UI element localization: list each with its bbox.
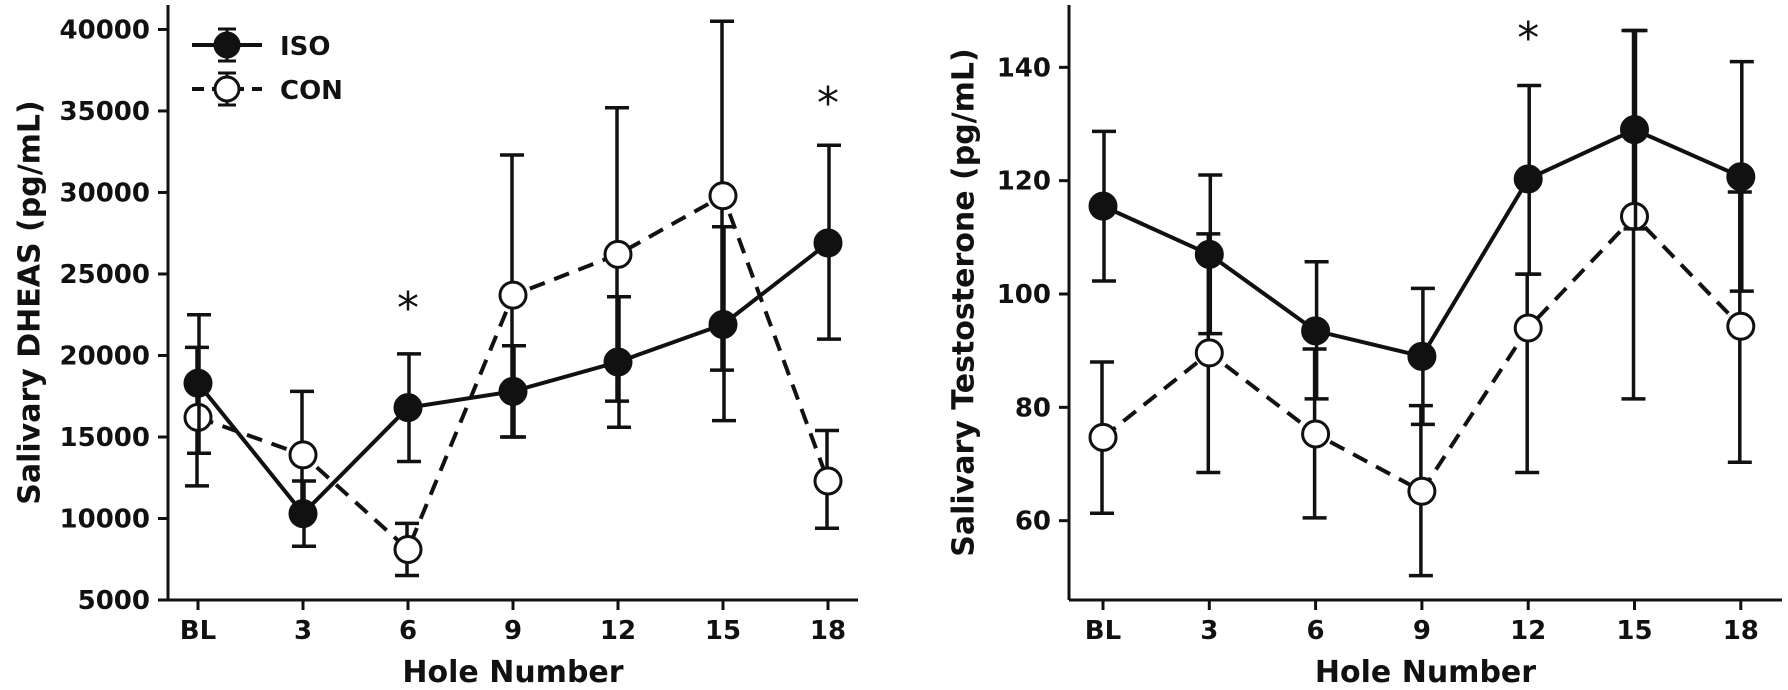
data-point (1726, 162, 1756, 192)
x-tick-label: 18 (1723, 616, 1759, 646)
data-point (708, 181, 738, 211)
y-tick-label: 10000 (60, 504, 150, 534)
x-tick-label: 15 (705, 616, 741, 646)
x-tick-label: 9 (1413, 616, 1431, 646)
data-point (708, 310, 738, 340)
data-point (1513, 313, 1543, 343)
x-tick-label: 18 (810, 616, 846, 646)
y-axis-title: Salivary DHEAS (pg/mL) (13, 100, 48, 505)
x-tick-label: 3 (1200, 616, 1218, 646)
x-tick-label: BL (1085, 616, 1121, 646)
x-axis-title: Hole Number (1315, 655, 1536, 690)
significance-marker: * (817, 78, 839, 129)
significance-marker: * (397, 283, 419, 334)
legend-marker (213, 75, 241, 103)
data-point (1620, 115, 1649, 145)
y-tick-label: 25000 (60, 260, 150, 290)
legend-entry-con: CON (192, 71, 343, 107)
data-point (813, 466, 843, 496)
data-point (1194, 338, 1224, 368)
chart-panel-2: 60 80 100 120 140 BL 3 6 9 12 15 18 Hole Number Saliv… (947, 5, 1782, 690)
legend-entry-iso: ISO (192, 27, 331, 63)
data-point (183, 368, 213, 398)
x-tick-label: 15 (1616, 616, 1652, 646)
data-point (1407, 341, 1437, 371)
series-iso (1088, 28, 1756, 427)
data-point (603, 239, 633, 269)
data-point (813, 228, 843, 258)
y-tick-label: 35000 (60, 97, 150, 127)
data-point (498, 376, 528, 406)
data-point (498, 280, 528, 310)
x-tick-label: 12 (1510, 616, 1546, 646)
y-axis-title: Salivary Testosterone (pg/mL) (947, 48, 982, 556)
x-tick-label: BL (180, 616, 216, 646)
y-tick-label: 30000 (60, 178, 150, 208)
y-tick-label: 20000 (60, 341, 150, 371)
y-tick-label: 120 (997, 167, 1051, 197)
legend-label: ISO (280, 32, 331, 62)
legend-marker (213, 31, 241, 59)
data-point (1726, 311, 1756, 341)
data-point (1301, 316, 1331, 346)
legend-label: CON (280, 76, 343, 106)
series-iso (183, 143, 843, 548)
x-tick-label: 6 (399, 616, 417, 646)
data-point (1407, 476, 1437, 506)
y-tick-label: 5000 (78, 586, 150, 616)
x-tick-label: 12 (600, 616, 636, 646)
data-point (393, 534, 423, 564)
y-tick-label: 40000 (60, 15, 150, 45)
data-point (1301, 419, 1331, 449)
significance-marker: * (1517, 13, 1539, 64)
y-tick-label: 60 (1015, 507, 1051, 537)
data-point (1088, 422, 1118, 452)
x-tick-label: 3 (294, 616, 312, 646)
legend: ISO CON (192, 27, 343, 107)
y-tick-label: 100 (997, 280, 1051, 310)
data-point (288, 440, 318, 470)
y-tick-label: 140 (997, 53, 1051, 83)
data-point (1194, 239, 1224, 269)
x-tick-label: 6 (1307, 616, 1325, 646)
y-tick-label: 80 (1015, 393, 1051, 423)
chart-panel-1: 5000 10000 15000 20000 25000 30000 35000 40000 B… (13, 5, 858, 690)
data-point (603, 347, 633, 377)
data-point (288, 499, 318, 529)
data-point (1088, 191, 1118, 221)
y-tick-label: 15000 (60, 423, 150, 453)
x-tick-label: 9 (504, 616, 522, 646)
data-point (393, 393, 423, 423)
x-axis-title: Hole Number (402, 655, 623, 690)
data-point (1513, 164, 1543, 194)
